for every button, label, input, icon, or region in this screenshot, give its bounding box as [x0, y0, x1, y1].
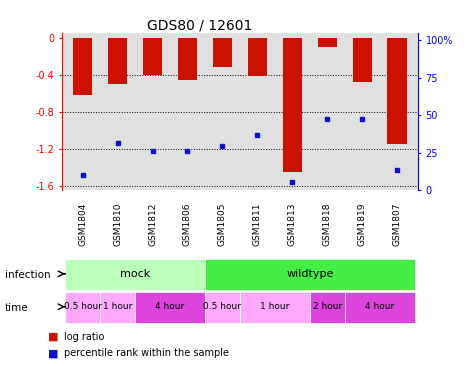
- Bar: [108, 38, 127, 84]
- Bar: [135, 292, 205, 323]
- Text: GSM1807: GSM1807: [392, 202, 401, 246]
- Text: mock: mock: [120, 269, 150, 279]
- Text: log ratio: log ratio: [64, 332, 104, 342]
- Bar: [143, 38, 162, 75]
- Bar: [65, 259, 205, 290]
- Bar: [205, 292, 240, 323]
- Text: GSM1805: GSM1805: [218, 202, 227, 246]
- Bar: [240, 292, 310, 323]
- Text: time: time: [5, 303, 28, 313]
- Text: 0.5 hour: 0.5 hour: [64, 302, 102, 311]
- Text: percentile rank within the sample: percentile rank within the sample: [64, 348, 229, 358]
- Bar: [352, 38, 372, 82]
- Bar: [318, 38, 337, 47]
- Text: 1 hour: 1 hour: [103, 302, 133, 311]
- Text: ■: ■: [48, 348, 58, 358]
- Text: GSM1804: GSM1804: [78, 202, 87, 246]
- Bar: [65, 292, 100, 323]
- Text: GSM1811: GSM1811: [253, 202, 262, 246]
- Bar: [388, 38, 407, 144]
- Text: 4 hour: 4 hour: [365, 302, 394, 311]
- Bar: [283, 38, 302, 172]
- Text: ■: ■: [48, 332, 58, 342]
- Text: GSM1806: GSM1806: [183, 202, 192, 246]
- Bar: [248, 38, 267, 76]
- Text: GSM1818: GSM1818: [323, 202, 332, 246]
- Text: GSM1819: GSM1819: [358, 202, 367, 246]
- Text: GSM1810: GSM1810: [113, 202, 122, 246]
- Text: GSM1812: GSM1812: [148, 202, 157, 246]
- Text: infection: infection: [5, 270, 50, 280]
- Bar: [205, 259, 415, 290]
- Text: 0.5 hour: 0.5 hour: [203, 302, 241, 311]
- Bar: [178, 38, 197, 80]
- Text: 2 hour: 2 hour: [313, 302, 342, 311]
- Bar: [345, 292, 415, 323]
- Text: 4 hour: 4 hour: [155, 302, 185, 311]
- Text: 1 hour: 1 hour: [260, 302, 289, 311]
- Text: GDS80 / 12601: GDS80 / 12601: [147, 19, 252, 33]
- Text: wildtype: wildtype: [286, 269, 333, 279]
- Bar: [73, 38, 92, 95]
- Bar: [213, 38, 232, 67]
- Bar: [310, 292, 345, 323]
- Bar: [100, 292, 135, 323]
- Text: GSM1813: GSM1813: [288, 202, 297, 246]
